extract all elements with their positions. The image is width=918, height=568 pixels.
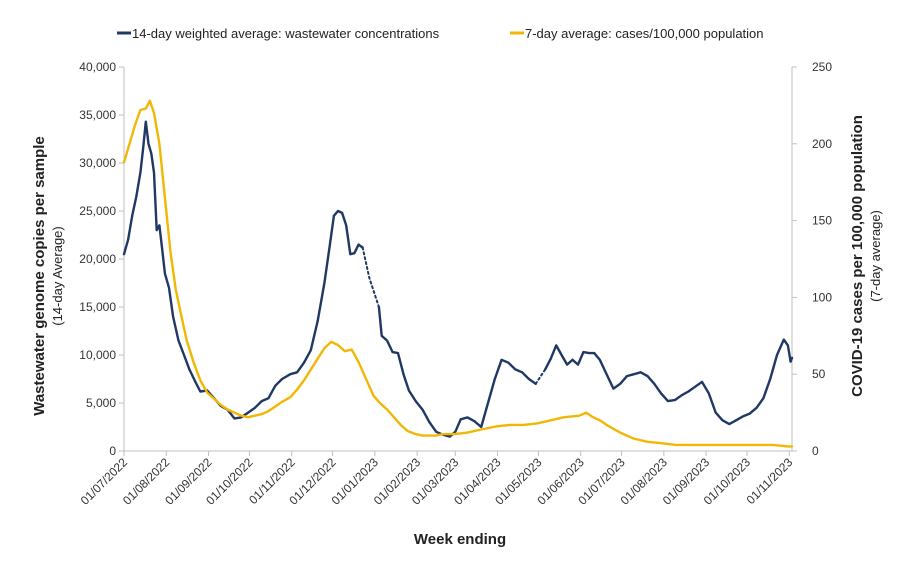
left-tick-label: 5,000 [86, 396, 116, 410]
left-tick-label: 35,000 [79, 108, 116, 122]
left-tick-label: 10,000 [79, 348, 116, 362]
tick-labels: 0 5,000 10,000 15,000 20,000 25,000 30,000 35,0… [78, 60, 833, 508]
right-tick-label: 100 [812, 290, 832, 304]
right-tick-label: 200 [812, 137, 832, 151]
left-tick-label: 25,000 [79, 204, 116, 218]
wastewater-series-line [122, 120, 364, 420]
cases-series-line [122, 99, 794, 448]
right-axis-subtitle: (7-day average) [868, 210, 883, 302]
left-tick-label: 40,000 [79, 60, 116, 74]
right-tick-label: 50 [812, 367, 826, 381]
wastewater-series-line [377, 305, 537, 438]
left-tick-label: 20,000 [79, 252, 116, 266]
legend: 14-day weighted average: wastewater conc… [117, 26, 764, 41]
legend-cases-label: 7-day average: cases/100,000 population [525, 26, 764, 41]
axes [119, 66, 797, 456]
x-axis-title: Week ending [414, 531, 506, 548]
left-axis-title: Wastewater genome copies per sample [31, 136, 48, 416]
left-tick-label: 15,000 [79, 300, 116, 314]
right-axis-title: COVID-19 cases per 100,000 population [849, 115, 866, 397]
right-tick-label: 250 [812, 60, 832, 74]
wastewater-series-line [534, 368, 547, 385]
wastewater-series-line [361, 246, 380, 308]
wastewater-series-line [544, 338, 794, 426]
left-tick-label: 30,000 [79, 156, 116, 170]
x-tick-label: 01/11/2023 [744, 455, 796, 507]
left-axis-subtitle: (14-day Average) [50, 226, 65, 326]
left-tick-label: 0 [109, 444, 116, 458]
series-lines [122, 99, 794, 448]
right-tick-label: 150 [812, 214, 832, 228]
right-tick-label: 0 [812, 444, 819, 458]
legend-wastewater-label: 14-day weighted average: wastewater conc… [132, 26, 440, 41]
